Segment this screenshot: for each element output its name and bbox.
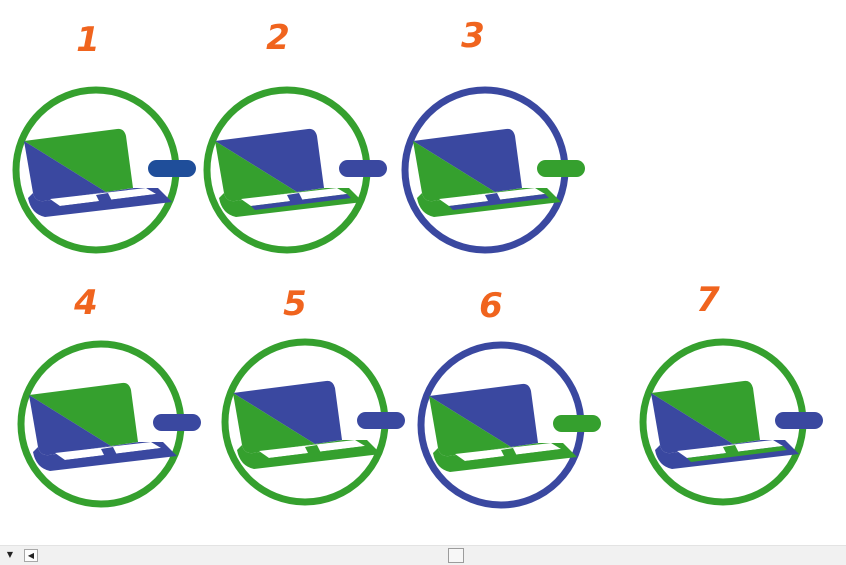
side-tab <box>775 412 823 429</box>
laptop-logo-graphic <box>221 338 405 506</box>
screen-upper-part <box>215 128 324 192</box>
laptop-logo-variant-4 <box>5 332 205 522</box>
side-tab <box>553 415 601 432</box>
laptop-logo-graphic <box>203 86 387 254</box>
screen-lower-part <box>413 141 495 202</box>
screen-upper-part <box>24 128 133 192</box>
screen-lower-part <box>24 141 106 202</box>
laptop-logo-graphic <box>17 340 201 508</box>
laptop-logo-graphic <box>401 86 585 254</box>
side-tab <box>537 160 585 177</box>
laptop-logo-graphic <box>12 86 196 254</box>
scroll-thumb[interactable] <box>448 548 464 563</box>
variant-number-6: 6 <box>479 286 503 326</box>
variant-number-2: 2 <box>266 18 290 58</box>
variant-number-1: 1 <box>76 20 100 60</box>
screen-upper-part <box>29 382 138 446</box>
screen-upper-part <box>651 380 760 444</box>
logo-variants-canvas: 1 2 3 4 5 6 7 <box>0 16 827 523</box>
triangle-down-icon: ▼ <box>6 550 14 559</box>
side-tab <box>148 160 196 177</box>
keyboard-edge <box>251 194 351 210</box>
laptop-logo-variant-6 <box>405 333 605 523</box>
screen-upper-part <box>233 380 342 444</box>
laptop-logo-variant-2 <box>191 78 391 268</box>
keyboard-edge <box>269 446 369 462</box>
screen-lower-part <box>429 396 511 457</box>
side-tab <box>357 412 405 429</box>
triangle-left-icon: ◀ <box>27 551 35 560</box>
variant-number-5: 5 <box>283 284 307 324</box>
laptop-logo-graphic <box>639 338 823 506</box>
screen-upper-part <box>413 128 522 192</box>
keyboard-edge <box>65 448 165 464</box>
keyboard-edge <box>60 194 160 210</box>
screen-upper-part <box>429 383 538 447</box>
scroll-dropdown-button[interactable]: ▼ <box>4 549 18 562</box>
laptop-logo-graphic <box>417 341 601 509</box>
screen-lower-part <box>29 395 111 456</box>
scroll-left-button[interactable]: ◀ <box>24 549 38 562</box>
laptop-logo-variant-5 <box>209 330 409 520</box>
variant-number-7: 7 <box>696 280 720 320</box>
keyboard-edge <box>449 194 549 210</box>
laptop-logo-variant-1 <box>0 78 200 268</box>
variant-number-3: 3 <box>461 16 485 56</box>
side-tab <box>339 160 387 177</box>
keyboard-edge <box>465 449 565 465</box>
keyboard-edge <box>687 446 787 462</box>
screen-lower-part <box>651 393 733 454</box>
laptop-logo-variant-7 <box>627 330 827 520</box>
variant-number-4: 4 <box>74 283 98 323</box>
screen-lower-part <box>233 393 315 454</box>
screen-lower-part <box>215 141 297 202</box>
laptop-logo-variant-3 <box>389 78 589 268</box>
horizontal-scrollbar[interactable]: ▼ ◀ <box>0 545 846 565</box>
side-tab <box>153 414 201 431</box>
